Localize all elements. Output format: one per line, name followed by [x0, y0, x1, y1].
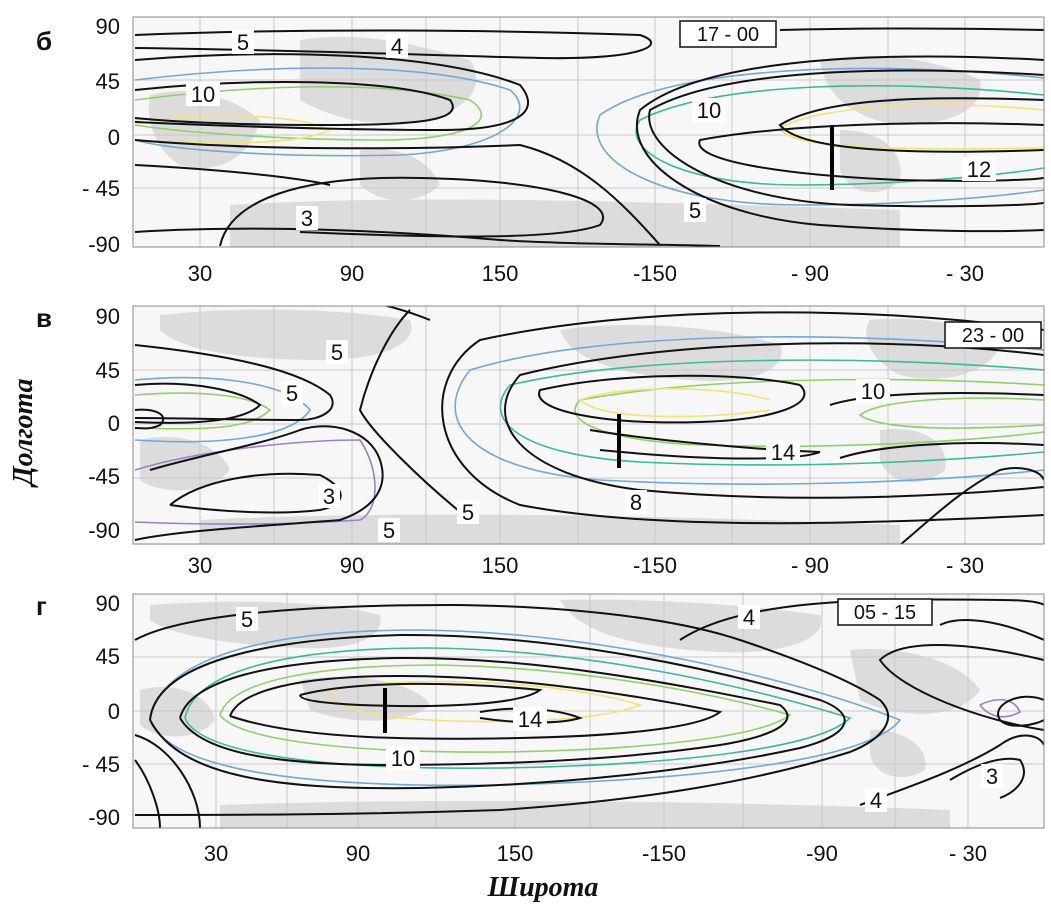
- x-tick-labels: 30 90 150 -150 - 90 - 30: [188, 261, 984, 286]
- y-tick: 0: [108, 125, 120, 150]
- x-tick-labels: 30 90 150 -150 -90 - 30: [204, 841, 987, 866]
- contour-label: 5: [462, 500, 474, 525]
- panel-letter: б: [36, 26, 52, 56]
- y-tick: 90: [96, 591, 120, 616]
- contour-label: 5: [237, 30, 249, 55]
- contour-label: 3: [301, 206, 313, 231]
- y-tick: 0: [108, 699, 120, 724]
- time-box: 05 - 15: [837, 598, 933, 626]
- contour-label: 8: [630, 490, 642, 515]
- panel-letter: в: [36, 303, 52, 333]
- contour-labels: 5 4 10 10 12 5 3: [186, 30, 996, 231]
- y-tick-labels: 90 45 0 -45 -90: [88, 304, 120, 543]
- x-tick: 150: [497, 841, 534, 866]
- x-tick: 30: [188, 261, 212, 286]
- y-tick: 90: [96, 304, 120, 329]
- x-tick: -90: [806, 841, 838, 866]
- y-tick: -90: [88, 518, 120, 543]
- contour-label: 12: [967, 157, 991, 182]
- y-tick: - 45: [82, 176, 120, 201]
- contour-label: 10: [191, 82, 215, 107]
- y-tick: 90: [96, 14, 120, 39]
- x-tick: - 90: [791, 261, 829, 286]
- contour-label: 10: [391, 746, 415, 771]
- black-contours: [134, 598, 1044, 828]
- panel-b: б 90 45 0 - 45 -90 30 90 150 -150 - 90 -…: [36, 14, 1045, 286]
- x-tick: - 30: [949, 841, 987, 866]
- x-tick: 90: [340, 261, 364, 286]
- y-tick: 45: [96, 69, 120, 94]
- time-box: 23 - 00: [944, 321, 1042, 349]
- contour-label: 4: [391, 34, 403, 59]
- colored-contours: [149, 629, 1022, 787]
- x-tick-labels: 30 90 150 -150 - 90 - 30: [188, 553, 984, 578]
- contour-label: 3: [986, 764, 998, 789]
- y-tick: -90: [88, 232, 120, 257]
- time-label: 17 - 00: [697, 24, 759, 46]
- black-contours: [134, 27, 1044, 247]
- panel-v: в 90 45 0 -45 -90 30 90 150 -150 - 90 - …: [36, 303, 1045, 578]
- y-tick: -45: [88, 464, 120, 489]
- x-tick: -150: [633, 553, 677, 578]
- x-tick: 30: [204, 841, 228, 866]
- plot-frame: [132, 16, 1045, 248]
- y-tick: - 45: [82, 752, 120, 777]
- panel-letter: г: [36, 591, 47, 621]
- x-axis-title: Широта: [487, 872, 599, 903]
- time-label: 05 - 15: [854, 602, 916, 624]
- x-tick: - 90: [791, 553, 829, 578]
- contour-labels: 5 5 10 14 3 8 5 5: [281, 340, 890, 543]
- y-tick: 0: [108, 411, 120, 436]
- contour-label: 5: [383, 518, 395, 543]
- x-tick: -150: [633, 261, 677, 286]
- plot-frame: [132, 593, 1045, 829]
- x-tick: 150: [482, 553, 519, 578]
- contour-label: 5: [331, 340, 343, 365]
- contour-label: 10: [861, 379, 885, 404]
- time-label: 23 - 00: [962, 325, 1024, 347]
- y-tick-labels: 90 45 0 - 45 -90: [82, 591, 120, 830]
- y-axis-title: Долгота: [8, 379, 39, 489]
- contour-label: 5: [241, 607, 253, 632]
- contour-label: 14: [771, 440, 795, 465]
- contour-label: 4: [743, 605, 755, 630]
- y-tick: -90: [88, 805, 120, 830]
- plot-frame: [132, 305, 1045, 545]
- y-tick-labels: 90 45 0 - 45 -90: [82, 14, 120, 257]
- time-box: 17 - 00: [679, 20, 777, 48]
- x-tick: 90: [346, 841, 370, 866]
- x-tick: 30: [188, 553, 212, 578]
- land-masses: [140, 599, 980, 828]
- contour-label: 5: [689, 198, 701, 223]
- contour-label: 4: [870, 788, 882, 813]
- y-tick: 45: [96, 358, 120, 383]
- x-tick: - 30: [946, 553, 984, 578]
- contour-labels: 5 4 14 10 3 4: [236, 605, 1003, 813]
- colored-contours: [134, 67, 1044, 206]
- contour-label: 5: [286, 381, 298, 406]
- x-tick: 150: [482, 261, 519, 286]
- x-tick: - 30: [946, 261, 984, 286]
- x-tick: -150: [642, 841, 686, 866]
- grid-lines: [133, 594, 1044, 828]
- contour-label: 3: [323, 484, 335, 509]
- contour-label: 10: [697, 98, 721, 123]
- contour-label: 14: [518, 707, 542, 732]
- x-tick: 90: [340, 553, 364, 578]
- panel-g: г 90 45 0 - 45 -90 30 90 150 -150 -90 - …: [36, 591, 1045, 866]
- y-tick: 45: [96, 644, 120, 669]
- black-contours: [134, 306, 1044, 544]
